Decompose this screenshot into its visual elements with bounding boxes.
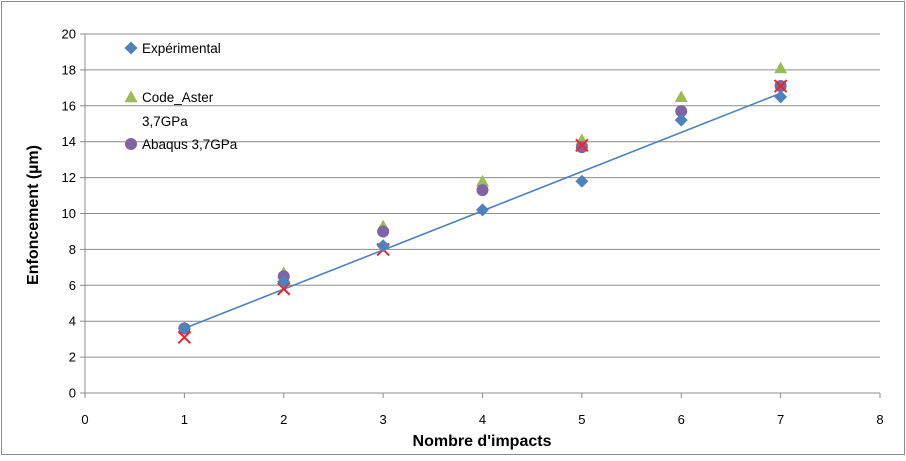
point-diamond-1 (177, 321, 191, 335)
legend: Expérimental Code_Aster 3,7GPa Abaqus 3,7GP… (124, 41, 238, 152)
y-tick-label-6: 6 (69, 278, 76, 293)
point-x-1 (177, 330, 192, 345)
point-x-2-stroke-b (277, 282, 291, 296)
point-x-5 (575, 138, 589, 152)
point-circle-3 (377, 225, 390, 238)
legend-marker-triangle (124, 90, 138, 103)
y-tick-label-0: 0 (69, 386, 76, 401)
legend-label-triangle-line2: 3,7GPa (142, 114, 188, 129)
x-tick-label-6: 6 (678, 412, 685, 427)
y-tick-label-14: 14 (62, 134, 76, 149)
y-axis-label: Enfoncement (µm) (25, 145, 42, 285)
x-tick-label-3: 3 (380, 412, 387, 427)
point-diamond-6 (674, 113, 688, 127)
point-triangle-4 (476, 174, 489, 187)
point-circle-4 (476, 184, 489, 197)
x-tick-label-8: 8 (876, 412, 883, 427)
legend-label-triangle: Code_Aster (142, 90, 214, 105)
point-triangle-6 (674, 90, 688, 103)
point-circle-5 (575, 141, 588, 154)
y-tick-label-4: 4 (69, 314, 76, 329)
y-tick-label-10: 10 (62, 206, 76, 221)
point-x-1-stroke-b (177, 330, 192, 345)
legend-label-diamond: Expérimental (142, 41, 221, 56)
x-tick-label-1: 1 (181, 412, 188, 427)
grid-layer (85, 33, 880, 358)
data-marks (177, 61, 788, 345)
y-tick-label-20: 20 (62, 27, 76, 42)
x-tick-label-0: 0 (81, 412, 88, 427)
point-diamond-2 (277, 275, 291, 289)
x-tick-label-4: 4 (479, 412, 486, 427)
y-tick-label-8: 8 (69, 242, 76, 257)
point-circle-6 (675, 105, 688, 118)
y-tick-label-18: 18 (62, 62, 76, 77)
point-x-7-stroke-b (773, 79, 788, 93)
legend-marker-circle (125, 138, 137, 150)
y-tick-label-12: 12 (62, 170, 76, 185)
point-x-7 (773, 79, 788, 93)
legend-marker-diamond (124, 41, 138, 55)
x-axis-label: Nombre d'impacts (413, 433, 552, 450)
point-diamond-3 (376, 239, 390, 253)
y-tick-label-16: 16 (62, 98, 76, 113)
x-tick-label-5: 5 (578, 412, 585, 427)
point-x-2 (277, 282, 291, 296)
point-diamond-7 (774, 90, 788, 104)
x-tick-label-7: 7 (777, 412, 784, 427)
point-triangle-7 (774, 61, 788, 74)
axes-layer (80, 33, 881, 398)
point-diamond-5 (575, 174, 589, 188)
point-x-5-stroke-b (575, 138, 589, 152)
y-tick-label-2: 2 (69, 350, 76, 365)
x-tick-label-2: 2 (280, 412, 287, 427)
point-diamond-4 (476, 203, 489, 217)
legend-label-circle: Abaqus 3,7GPa (142, 137, 238, 152)
